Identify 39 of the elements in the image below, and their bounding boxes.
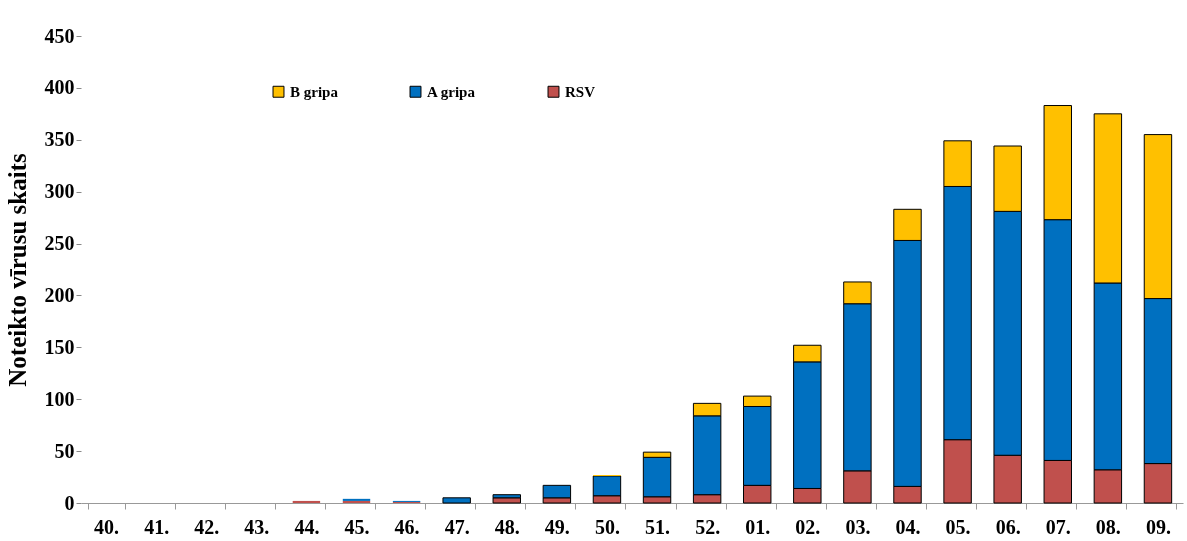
bar	[442, 497, 471, 504]
x-tick-label: 48.	[494, 515, 520, 538]
x-tick-label: 52.	[695, 515, 721, 538]
bar	[292, 500, 321, 503]
x-tick-label: 03.	[845, 515, 871, 538]
x-tick-label: 44.	[294, 515, 320, 538]
bar	[492, 497, 521, 504]
x-tick-label: 05.	[945, 515, 971, 538]
y-tick-label: 450	[44, 24, 75, 47]
x-tick-label: 08.	[1095, 515, 1121, 538]
legend-label: A gripa	[427, 83, 476, 100]
x-tick-label: 01.	[745, 515, 771, 538]
y-tick-label: 250	[44, 232, 75, 255]
x-tick-label: 51.	[645, 515, 671, 538]
y-tick-label: 200	[44, 283, 75, 306]
y-tick-label: 150	[44, 335, 75, 358]
x-tick-label: 40.	[94, 515, 120, 538]
x-tick-label: 46.	[394, 515, 420, 538]
x-tick-label: 49.	[544, 515, 570, 538]
y-tick-label: 50	[54, 439, 75, 462]
y-tick-label: 400	[44, 76, 75, 99]
x-tick-label: 07.	[1045, 515, 1071, 538]
legend-label: B gripa	[290, 83, 339, 100]
x-tick-label: 02.	[795, 515, 821, 538]
y-tick-label: 0	[64, 491, 75, 514]
x-tick-label: 04.	[895, 515, 921, 538]
legend-label: RSV	[565, 83, 596, 100]
x-tick-label: 43.	[244, 515, 270, 538]
y-tick-label: 100	[44, 387, 75, 410]
x-tick-label: 09.	[1145, 515, 1171, 538]
y-tick-label: 350	[44, 128, 75, 151]
x-tick-label: 45.	[344, 515, 370, 538]
x-tick-label: 50.	[594, 515, 620, 538]
x-tick-label: 47.	[444, 515, 470, 538]
x-tick-label: 41.	[144, 515, 170, 538]
y-tick-label: 300	[44, 180, 75, 203]
x-tick-label: 06.	[995, 515, 1021, 538]
x-tick-label: 42.	[194, 515, 220, 538]
y-axis-title: Noteikto vīrusu skaits	[3, 153, 31, 387]
